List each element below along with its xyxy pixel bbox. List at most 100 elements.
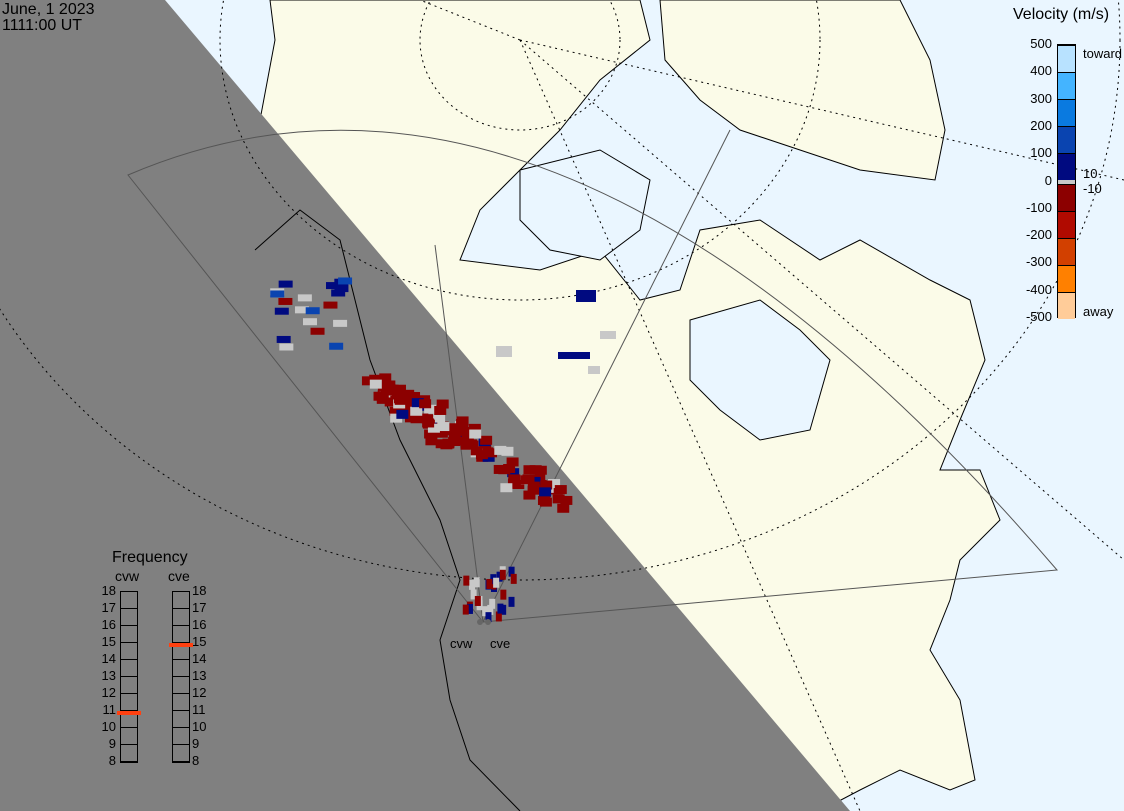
freq-radar-label-cve: cve — [168, 568, 190, 584]
echo-cell — [310, 327, 325, 335]
echo-cell — [512, 480, 525, 490]
echo-cell — [434, 405, 447, 415]
colorbar-tick: 100 — [1030, 145, 1052, 161]
echo-cell — [539, 487, 552, 497]
echo-cell — [436, 399, 449, 409]
echo-cell — [523, 465, 536, 475]
echo-cell — [497, 603, 504, 614]
echo-cell — [534, 465, 547, 475]
echo-cell — [448, 436, 461, 446]
hudson-bay — [689, 299, 831, 441]
echo-cell — [323, 301, 338, 309]
echo-cell — [338, 277, 353, 285]
frequency-tick: 14 — [101, 651, 116, 666]
frequency-tick: 9 — [192, 736, 200, 751]
radar-site-cve — [485, 619, 491, 625]
echo-cell — [560, 495, 573, 505]
echo-cell — [410, 406, 423, 416]
echo-cell — [435, 439, 448, 449]
echo-cell — [302, 318, 317, 326]
frequency-tick: 8 — [108, 753, 116, 768]
echo-cell — [393, 384, 406, 394]
echo-cell — [480, 435, 493, 445]
echo-cell — [485, 448, 498, 458]
echo-cell — [329, 342, 344, 350]
echo-cell — [588, 366, 600, 374]
echo-cell — [380, 386, 393, 396]
echo-cell — [419, 399, 432, 409]
frequency-tick: 10 — [101, 719, 116, 734]
echo-cell — [558, 352, 590, 359]
echo-cell — [458, 426, 471, 436]
echo-cell — [369, 374, 382, 384]
frequency-tick: 17 — [101, 600, 116, 615]
echo-cell — [495, 611, 502, 622]
colorbar-segment — [1058, 45, 1075, 72]
frequency-tick: 16 — [192, 617, 207, 632]
frequency-tick: 12 — [192, 685, 207, 700]
echo-cell — [462, 604, 469, 615]
echo-cell — [496, 571, 503, 582]
colorbar-segment — [1058, 265, 1075, 292]
colorbar-tick: 400 — [1030, 63, 1052, 79]
colorbar-segment — [1058, 292, 1075, 319]
frequency-tick: 13 — [192, 668, 207, 683]
echo-cell — [390, 413, 403, 423]
colorbar-title: Velocity (m/s) — [1013, 6, 1110, 23]
echo-cell — [482, 606, 489, 617]
echo-cell — [468, 423, 481, 433]
echo-cell — [554, 485, 567, 495]
colorbar-segment — [1058, 99, 1075, 126]
arctic-islands — [519, 149, 651, 261]
echo-cell — [384, 397, 397, 407]
echo-cell — [411, 398, 424, 408]
echo-cell — [523, 490, 536, 500]
frequency-title: Frequency — [112, 549, 188, 566]
radar-label-cvw: cvw — [450, 636, 473, 651]
echo-cell — [508, 596, 515, 607]
frequency-tick: 16 — [101, 617, 116, 632]
echo-cell — [552, 494, 565, 504]
echo-cell — [494, 445, 507, 455]
echo-cell — [500, 483, 513, 493]
echo-cell — [297, 294, 312, 302]
colorbar-tick: -300 — [1025, 254, 1052, 270]
echo-cell — [576, 290, 596, 302]
echo-cell — [274, 307, 289, 315]
frequency-tick: 15 — [101, 634, 116, 649]
echo-cell — [489, 598, 496, 609]
date-label: June, 1 2023 — [2, 1, 95, 18]
frequency-tick: 18 — [192, 583, 207, 598]
echo-cell — [600, 331, 616, 339]
colorbar-tick: 500 — [1030, 36, 1052, 51]
echo-cell — [487, 604, 494, 615]
frequency-scale-cve — [172, 591, 190, 763]
echo-cell — [527, 485, 540, 495]
echo-cell — [506, 457, 519, 467]
colorbar-tick: -200 — [1025, 227, 1052, 243]
echo-cell — [528, 476, 541, 486]
frequency-tick: 11 — [192, 702, 206, 717]
echo-cell — [333, 319, 348, 327]
echo-cell — [433, 413, 446, 423]
frequency-tick: 17 — [192, 600, 207, 615]
echo-cell — [540, 480, 553, 490]
echo-cell — [469, 579, 476, 590]
echo-cell — [501, 446, 514, 456]
gs-upper-label: 10 — [1083, 166, 1098, 181]
echo-cell — [510, 573, 517, 584]
frequency-tick: 15 — [192, 634, 207, 649]
echo-cell — [369, 379, 382, 389]
echo-cell — [305, 307, 320, 315]
frequency-tick: 8 — [192, 753, 200, 768]
echo-cell — [482, 452, 495, 462]
echo-cell — [422, 418, 435, 428]
colorbar-tick: 0 — [1044, 172, 1052, 188]
echo-cell — [508, 474, 521, 484]
echo-cell — [424, 404, 437, 414]
echo-cell — [485, 612, 492, 623]
greenland-land — [659, 0, 946, 181]
echo-cell — [486, 578, 493, 589]
